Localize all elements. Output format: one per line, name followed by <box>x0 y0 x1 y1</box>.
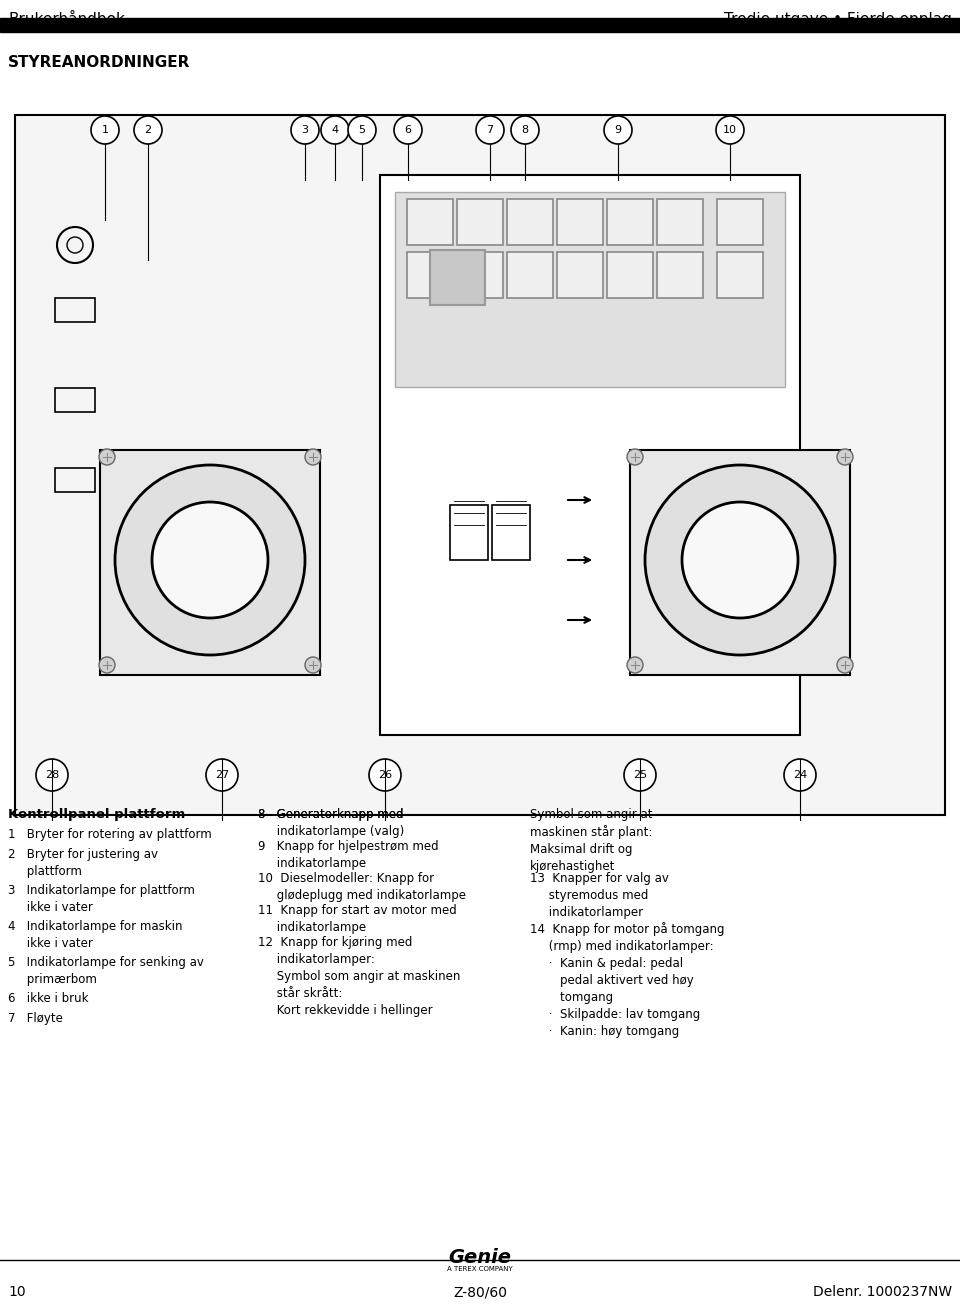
Text: Symbol som angir at
maskinen står plant:
Maksimal drift og
kjørehastighet: Symbol som angir at maskinen står plant:… <box>530 808 653 874</box>
Text: Delenr. 1000237NW: Delenr. 1000237NW <box>813 1285 952 1299</box>
Text: Z-80/60: Z-80/60 <box>453 1285 507 1299</box>
Bar <box>657 252 703 298</box>
Bar <box>55 298 95 323</box>
Bar <box>717 252 763 298</box>
Text: 10: 10 <box>723 125 737 135</box>
Bar <box>607 252 653 298</box>
Circle shape <box>291 116 319 144</box>
Circle shape <box>155 505 265 615</box>
Circle shape <box>134 116 162 144</box>
Text: 8   Generatorknapp med: 8 Generatorknapp med <box>258 808 403 821</box>
Circle shape <box>99 449 115 465</box>
Text: STYREANORDNINGER: STYREANORDNINGER <box>8 55 190 71</box>
Bar <box>457 199 503 246</box>
Text: 4: 4 <box>331 125 339 135</box>
Text: 8: 8 <box>521 125 529 135</box>
Text: 26: 26 <box>378 771 392 780</box>
Circle shape <box>837 449 853 465</box>
Text: 2: 2 <box>144 125 152 135</box>
FancyBboxPatch shape <box>100 451 320 675</box>
Circle shape <box>716 116 744 144</box>
Circle shape <box>152 502 268 618</box>
Text: 7: 7 <box>487 125 493 135</box>
Text: 8   Generatorknapp med
     indikatorlampe (valg): 8 Generatorknapp med indikatorlampe (val… <box>258 808 404 838</box>
Bar <box>380 175 800 735</box>
Text: Brukerhåndbok: Brukerhåndbok <box>8 12 125 27</box>
Text: 27: 27 <box>215 771 229 780</box>
Text: 3: 3 <box>301 125 308 135</box>
Text: 10  Dieselmodeller: Knapp for
     glødeplugg med indikatorlampe: 10 Dieselmodeller: Knapp for glødeplugg … <box>258 872 466 902</box>
Bar <box>507 252 553 298</box>
Circle shape <box>784 759 816 791</box>
Circle shape <box>305 449 321 465</box>
Bar <box>657 199 703 246</box>
Bar <box>457 252 503 298</box>
Circle shape <box>206 759 238 791</box>
Circle shape <box>321 116 349 144</box>
Circle shape <box>36 759 68 791</box>
Bar <box>55 388 95 411</box>
Bar <box>395 192 785 387</box>
Circle shape <box>604 116 632 144</box>
Circle shape <box>369 759 401 791</box>
Circle shape <box>837 657 853 673</box>
Text: 2   Bryter for justering av
     plattform: 2 Bryter for justering av plattform <box>8 848 158 878</box>
Text: 9   Knapp for hjelpestrøm med
     indikatorlampe: 9 Knapp for hjelpestrøm med indikatorlam… <box>258 840 439 870</box>
Text: 10: 10 <box>8 1285 26 1299</box>
FancyBboxPatch shape <box>492 505 530 560</box>
Circle shape <box>115 465 305 656</box>
Text: Kontrollpanel plattform: Kontrollpanel plattform <box>8 808 185 821</box>
Text: 1   Bryter for rotering av plattform: 1 Bryter for rotering av plattform <box>8 828 212 841</box>
Circle shape <box>91 116 119 144</box>
Circle shape <box>511 116 539 144</box>
Circle shape <box>624 759 656 791</box>
Circle shape <box>627 657 643 673</box>
Bar <box>607 199 653 246</box>
Bar <box>430 249 485 306</box>
Bar <box>55 468 95 492</box>
Circle shape <box>115 465 305 656</box>
Text: 6   ikke i bruk: 6 ikke i bruk <box>8 993 88 1006</box>
Circle shape <box>627 449 643 465</box>
FancyBboxPatch shape <box>15 115 945 815</box>
Text: 14  Knapp for motor på tomgang
     (rmp) med indikatorlamper:
     ·  Kanin & p: 14 Knapp for motor på tomgang (rmp) med … <box>530 922 725 1038</box>
Circle shape <box>99 657 115 673</box>
Text: 25: 25 <box>633 771 647 780</box>
Bar <box>557 252 603 298</box>
Text: 9: 9 <box>614 125 621 135</box>
Text: 5: 5 <box>358 125 366 135</box>
Text: 5   Indikatorlampe for senking av
     primærbom: 5 Indikatorlampe for senking av primærbo… <box>8 956 204 986</box>
Circle shape <box>348 116 376 144</box>
Text: 24: 24 <box>793 771 807 780</box>
Circle shape <box>645 465 835 656</box>
Text: 1: 1 <box>102 125 108 135</box>
Circle shape <box>682 502 798 618</box>
Bar <box>557 199 603 246</box>
FancyBboxPatch shape <box>630 451 850 675</box>
Bar <box>717 199 763 246</box>
Bar <box>407 199 453 246</box>
Text: Tredje utgave • Fjerde opplag: Tredje utgave • Fjerde opplag <box>724 12 952 27</box>
Text: 28: 28 <box>45 771 60 780</box>
Text: 4   Indikatorlampe for maskin
     ikke i vater: 4 Indikatorlampe for maskin ikke i vater <box>8 919 182 949</box>
Bar <box>0 18 960 33</box>
Text: 6: 6 <box>404 125 412 135</box>
Text: 13  Knapper for valg av
     styremodus med
     indikatorlamper: 13 Knapper for valg av styremodus med in… <box>530 872 669 919</box>
Text: 11  Knapp for start av motor med
     indikatorlampe: 11 Knapp for start av motor med indikato… <box>258 904 457 934</box>
Bar <box>507 199 553 246</box>
Bar <box>407 252 453 298</box>
FancyBboxPatch shape <box>450 505 488 560</box>
Text: Genie: Genie <box>448 1249 512 1267</box>
Circle shape <box>305 657 321 673</box>
Text: A TEREX COMPANY: A TEREX COMPANY <box>447 1266 513 1272</box>
Circle shape <box>476 116 504 144</box>
Text: 7   Fløyte: 7 Fløyte <box>8 1012 62 1025</box>
Text: 12  Knapp for kjøring med
     indikatorlamper:
     Symbol som angir at maskine: 12 Knapp for kjøring med indikatorlamper… <box>258 936 461 1017</box>
Text: 3   Indikatorlampe for plattform
     ikke i vater: 3 Indikatorlampe for plattform ikke i va… <box>8 884 195 914</box>
Circle shape <box>394 116 422 144</box>
